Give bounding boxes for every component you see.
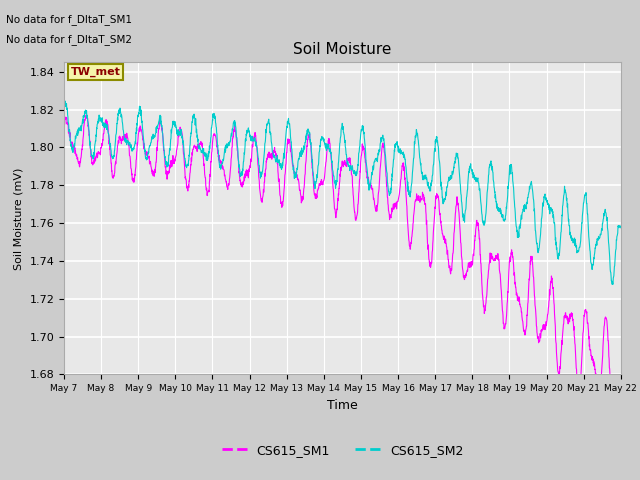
CS615_SM1 xyxy=(89,162,97,168)
CS615_SM1 xyxy=(82,112,90,118)
CS615_SM1 xyxy=(331,206,339,212)
CS615_SM2 xyxy=(499,212,506,217)
CS615_SM2 xyxy=(601,209,609,215)
Text: No data for f_DltaT_SM1: No data for f_DltaT_SM1 xyxy=(6,14,132,25)
CS615_SM1 xyxy=(610,402,618,408)
CS615_SM2 xyxy=(89,153,97,159)
Line: CS615_SM2: CS615_SM2 xyxy=(64,101,621,284)
CS615_SM1 xyxy=(601,320,609,325)
CS615_SM2 xyxy=(331,181,339,187)
Text: TW_met: TW_met xyxy=(70,67,120,77)
Line: CS615_SM1: CS615_SM1 xyxy=(64,115,621,405)
CS615_SM2 xyxy=(617,225,625,230)
Text: No data for f_DltaT_SM2: No data for f_DltaT_SM2 xyxy=(6,34,132,45)
CS615_SM2 xyxy=(601,209,609,215)
CS615_SM2 xyxy=(609,281,617,287)
Title: Soil Moisture: Soil Moisture xyxy=(293,42,392,57)
CS615_SM1 xyxy=(499,309,506,315)
CS615_SM2 xyxy=(61,98,69,104)
X-axis label: Time: Time xyxy=(327,399,358,412)
Y-axis label: Soil Moisture (mV): Soil Moisture (mV) xyxy=(14,167,24,270)
Legend: CS615_SM1, CS615_SM2: CS615_SM1, CS615_SM2 xyxy=(216,439,468,462)
CS615_SM1 xyxy=(601,315,609,321)
CS615_SM2 xyxy=(60,107,68,113)
CS615_SM1 xyxy=(617,377,625,383)
CS615_SM1 xyxy=(60,125,68,131)
CS615_SM2 xyxy=(316,144,324,149)
CS615_SM1 xyxy=(316,182,324,188)
